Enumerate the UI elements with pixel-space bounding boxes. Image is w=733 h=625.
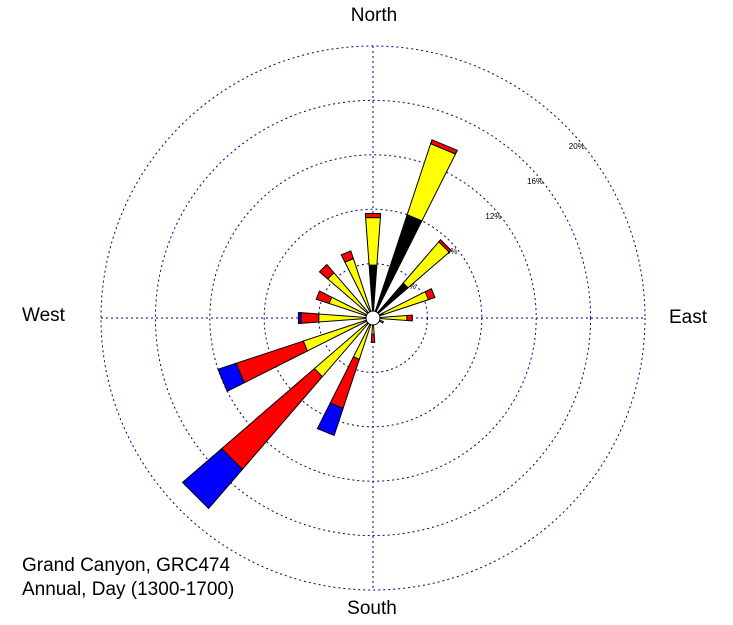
rose-segment <box>318 263 335 280</box>
rose-segment <box>315 290 333 305</box>
west-label: West <box>22 305 66 326</box>
grid-ring <box>209 154 537 482</box>
grid-ring <box>100 45 646 591</box>
rose-segment <box>297 311 302 325</box>
rose-segment <box>364 213 382 219</box>
grid-ring <box>154 99 592 537</box>
caption-line: Grand Canyon, GRC474 <box>22 555 230 576</box>
r-tick-label: 12% <box>485 212 501 221</box>
caption-line: Annual, Day (1300-1700) <box>22 579 234 600</box>
rose-segment <box>340 250 354 263</box>
east-label: East <box>669 307 708 328</box>
rose-segment <box>370 333 376 343</box>
center-hub <box>365 310 381 326</box>
rose-segment <box>402 241 450 289</box>
r-tick-label: 20% <box>569 142 585 151</box>
south-label: South <box>347 598 397 619</box>
rose-segment <box>406 143 457 222</box>
r-tick-label: 16% <box>527 177 543 186</box>
rose-segment <box>424 287 436 301</box>
north-label: North <box>351 5 397 26</box>
grid-ring <box>263 208 483 428</box>
rose-segment <box>217 362 245 393</box>
rose-segment <box>438 239 452 253</box>
rose-segment <box>406 314 413 322</box>
rose-segment <box>181 447 244 510</box>
r-tick-label: 8% <box>446 247 458 256</box>
rose-segment <box>430 139 459 155</box>
rose-segment <box>376 314 408 322</box>
rose-segment <box>235 340 309 384</box>
rose-segment <box>365 217 381 266</box>
rose-segment <box>300 312 320 324</box>
rose-segment <box>326 271 374 319</box>
rose-segment <box>316 402 344 437</box>
rose-segment <box>329 356 360 410</box>
